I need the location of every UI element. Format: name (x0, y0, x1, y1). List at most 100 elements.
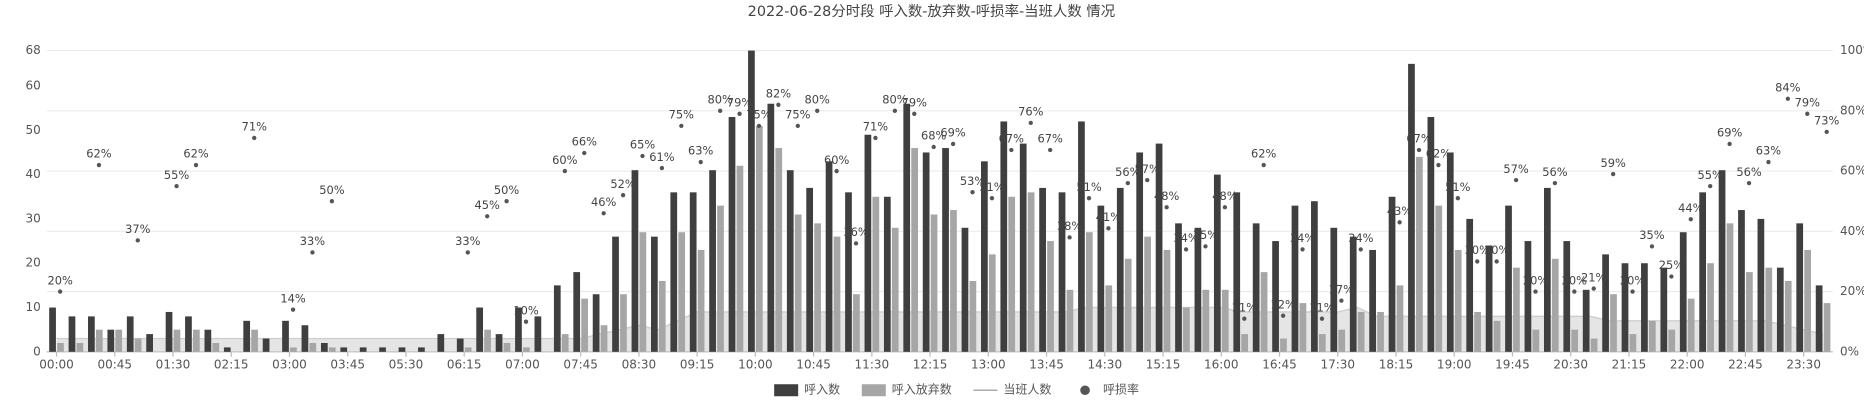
bar (650, 236, 658, 352)
bar (212, 342, 220, 352)
point (329, 199, 335, 204)
data-label: 80% (805, 93, 830, 107)
y2-tick-label: 100% (1840, 43, 1864, 57)
data-label: 34% (1348, 231, 1373, 245)
legend-label[interactable]: 呼入放弃数 (892, 382, 952, 397)
point (1727, 141, 1732, 147)
bar (786, 170, 794, 352)
bar (922, 152, 930, 352)
point (1086, 196, 1092, 201)
bar (1815, 285, 1823, 352)
x-tick-label: 22:45 (1728, 358, 1763, 372)
y2-tick-label: 40% (1840, 224, 1864, 238)
point (679, 123, 684, 129)
x-tick-label: 09:15 (680, 358, 715, 372)
point (1028, 120, 1033, 126)
bar (95, 329, 103, 352)
bar (1532, 329, 1540, 352)
bar (1505, 205, 1512, 352)
data-label: 67% (1406, 132, 1431, 146)
bar (1202, 289, 1210, 352)
data-label: 17% (1329, 282, 1354, 296)
point (912, 111, 917, 116)
x-tick-label: 13:45 (1029, 358, 1064, 372)
point (562, 168, 568, 174)
y-tick-label: 68 (26, 43, 41, 57)
bar (853, 294, 860, 352)
point (737, 111, 742, 116)
bar (1027, 192, 1035, 352)
bar (1582, 289, 1590, 352)
x-tick-label: 16:45 (1262, 358, 1297, 372)
data-label: 60% (552, 153, 577, 167)
point (717, 108, 723, 113)
bar (1369, 249, 1376, 352)
x-tick-label: 10:45 (796, 358, 831, 372)
bar (515, 307, 522, 352)
bar (736, 165, 744, 352)
point (1708, 183, 1713, 189)
point (698, 159, 703, 165)
point (989, 196, 995, 201)
data-label: 56% (1736, 165, 1761, 179)
bar (1194, 227, 1202, 352)
legend-swatch[interactable] (774, 384, 799, 397)
bar (1435, 205, 1443, 352)
point (795, 123, 800, 129)
bar (670, 192, 678, 352)
data-label: 68% (921, 129, 946, 143)
point (193, 162, 199, 168)
data-label: 35% (1639, 228, 1664, 242)
data-label: 34% (1290, 231, 1315, 245)
y2-tick-label: 0% (1840, 344, 1859, 358)
bar (717, 205, 724, 352)
bar (1349, 236, 1357, 352)
point (1533, 289, 1538, 294)
point (1048, 147, 1053, 153)
data-label: 36% (843, 225, 868, 239)
data-label: 66% (572, 135, 597, 149)
point (1572, 289, 1577, 294)
bar (806, 187, 814, 352)
legend-swatch[interactable] (1080, 385, 1090, 396)
data-label: 79% (1795, 96, 1820, 110)
x-tick-label: 02:15 (214, 358, 249, 372)
legend-label[interactable]: 当班人数 (1003, 382, 1051, 397)
bar (814, 223, 821, 352)
bar (573, 272, 581, 352)
bar (961, 227, 969, 352)
bar (1085, 232, 1093, 352)
data-label: 73% (1814, 114, 1839, 128)
point (1203, 244, 1208, 249)
data-label: 20% (47, 273, 72, 287)
point (1261, 162, 1266, 168)
legend-label[interactable]: 呼损率 (1103, 382, 1139, 397)
legend-swatch[interactable] (861, 384, 886, 397)
bar (1738, 210, 1745, 352)
point (931, 144, 936, 150)
bar (678, 232, 686, 352)
legend-label[interactable]: 呼入数 (804, 382, 840, 397)
y2-tick-label: 60% (1840, 164, 1864, 178)
point (1300, 247, 1305, 252)
bar (639, 232, 647, 352)
bar (1629, 334, 1637, 352)
bar (903, 103, 911, 352)
x-tick-label: 12:15 (913, 358, 948, 372)
data-label: 59% (1600, 156, 1625, 170)
bar (320, 342, 328, 352)
data-label: 69% (1717, 126, 1742, 140)
data-label: 20% (1562, 273, 1587, 287)
bar (1757, 218, 1765, 352)
point (174, 183, 179, 189)
point (1416, 147, 1422, 153)
point (1649, 244, 1655, 249)
bar (581, 298, 588, 352)
bar (1804, 249, 1811, 352)
x-tick-label: 20:30 (1553, 358, 1588, 372)
point (1455, 196, 1461, 201)
x-tick-label: 19:45 (1495, 358, 1530, 372)
data-label: 79% (727, 96, 752, 110)
bar (1485, 245, 1493, 352)
point (1591, 286, 1596, 291)
